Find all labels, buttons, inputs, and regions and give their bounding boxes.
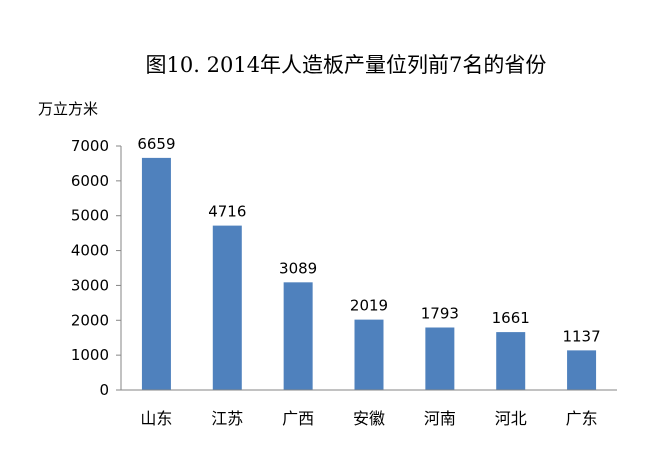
y-tick-label: 5000 <box>71 207 109 225</box>
bars <box>141 157 597 390</box>
y-tick-label: 4000 <box>71 242 109 260</box>
data-label: 1661 <box>492 309 530 327</box>
bar <box>496 332 526 390</box>
data-label: 1137 <box>562 327 600 345</box>
x-category-label: 河北 <box>495 409 527 428</box>
x-category-label: 广东 <box>566 409 598 428</box>
y-tick-label: 7000 <box>71 137 109 155</box>
bar <box>212 225 242 390</box>
y-tick-label: 0 <box>99 381 109 399</box>
data-label: 2019 <box>350 297 388 315</box>
bar <box>283 282 313 390</box>
x-axis-categories: 山东 江苏 广西 安徽 河南 河北 广东 <box>140 409 597 428</box>
x-category-label: 安徽 <box>353 409 385 428</box>
data-label: 3089 <box>279 259 317 277</box>
y-tick-label: 3000 <box>71 276 109 294</box>
y-axis-unit-label: 万立方米 <box>38 100 98 118</box>
bar <box>141 157 171 390</box>
data-label: 6659 <box>137 135 175 153</box>
chart-title: 图10. 2014年人造板产量位列前7名的省份 <box>146 53 547 77</box>
y-tick-label: 6000 <box>71 172 109 190</box>
x-category-label: 江苏 <box>211 409 243 428</box>
x-category-label: 山东 <box>140 409 172 428</box>
x-category-label: 广西 <box>282 409 314 428</box>
x-category-label: 河南 <box>424 409 456 428</box>
data-labels: 6659 4716 3089 2019 1793 1661 1137 <box>137 135 600 345</box>
bar <box>567 350 597 390</box>
data-label: 1793 <box>421 305 459 323</box>
y-tick-label: 2000 <box>71 311 109 329</box>
data-label: 4716 <box>208 203 246 221</box>
bar <box>354 319 384 390</box>
bar <box>425 327 455 390</box>
y-tick-label: 1000 <box>71 346 109 364</box>
y-axis-ticks: 0 1000 2000 3000 4000 5000 6000 7000 <box>71 137 121 399</box>
